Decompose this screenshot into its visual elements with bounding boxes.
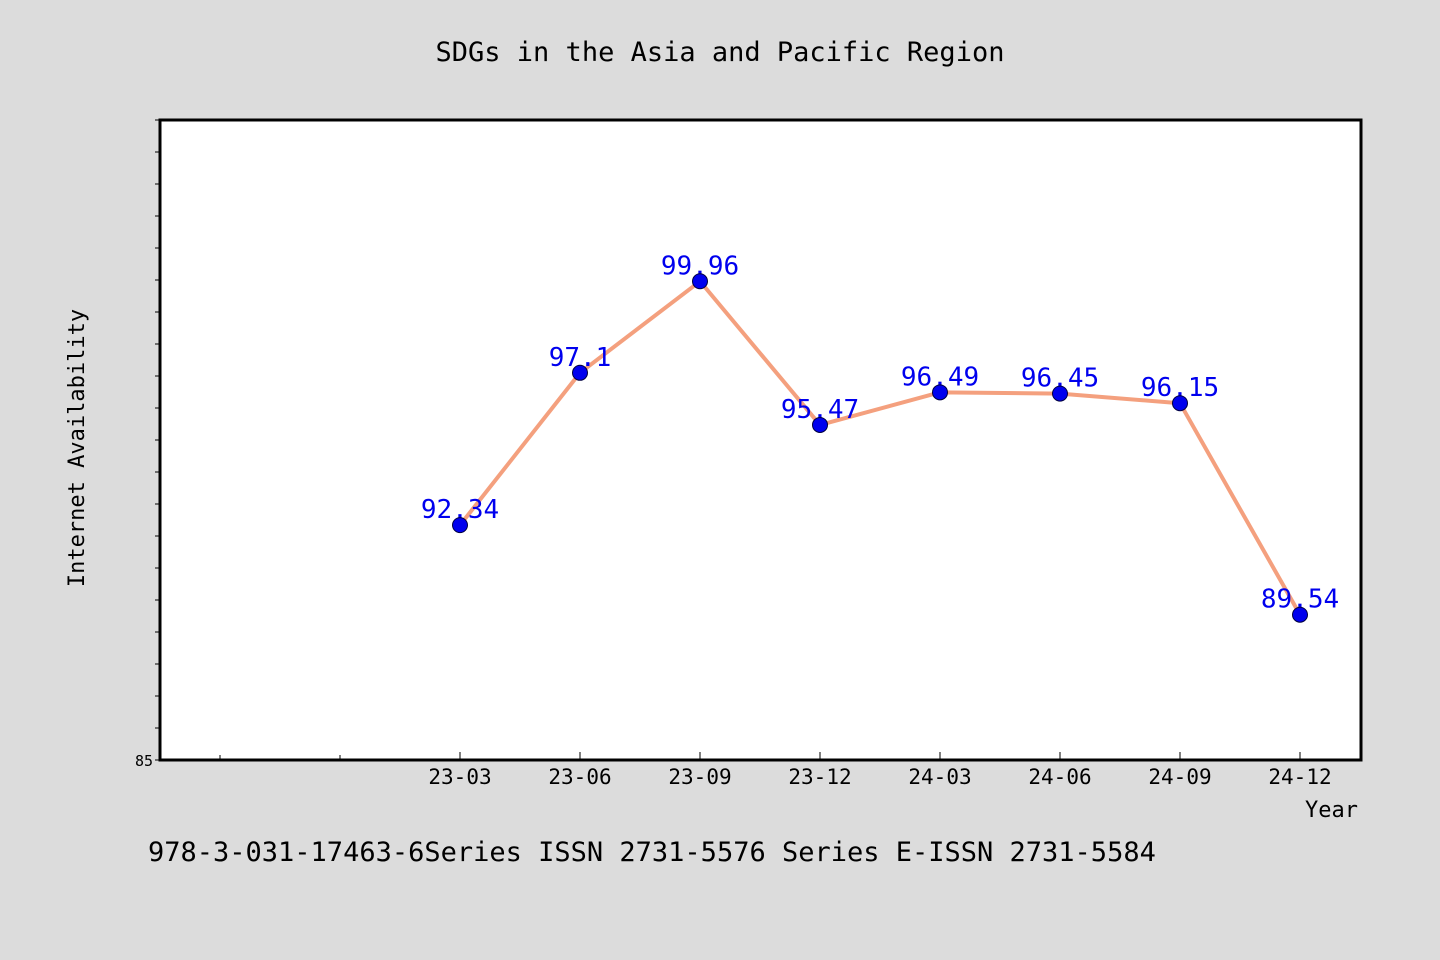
x-axis-ticks: 23-03 23-06 23-09 23-12 24-03 24-06 24-09 24-12: [219, 752, 1332, 789]
data-point: [452, 517, 468, 534]
data-point: [572, 364, 588, 381]
x-tick-label: 24-06: [1028, 765, 1091, 789]
chart-title: SDGs in the Asia and Pacific Region: [436, 37, 1005, 68]
y-axis-ticks: 85: [135, 119, 160, 770]
x-tick-label: 24-03: [908, 765, 971, 789]
data-point: [812, 416, 828, 433]
series-line: [458, 279, 1302, 616]
x-tick-label: 24-09: [1148, 765, 1211, 789]
y-tick-label: 85: [135, 752, 153, 770]
x-tick-label: 23-09: [668, 765, 731, 789]
data-point: [1052, 385, 1068, 402]
data-point: [932, 384, 948, 401]
data-point: [1292, 606, 1308, 623]
data-point: [692, 273, 708, 290]
x-tick-label: 23-03: [428, 765, 491, 789]
x-tick-label: 23-06: [548, 765, 611, 789]
y-axis-label: Internet Availability: [65, 309, 90, 587]
x-tick-label: 24-12: [1268, 765, 1331, 789]
x-axis-label: Year: [1305, 798, 1358, 823]
x-tick-label: 23-12: [788, 765, 851, 789]
footer-text: 978-3-031-17463-6Series ISSN 2731-5576 S…: [148, 837, 1156, 868]
data-point: [1172, 395, 1188, 412]
plot-area: [158, 118, 1363, 762]
